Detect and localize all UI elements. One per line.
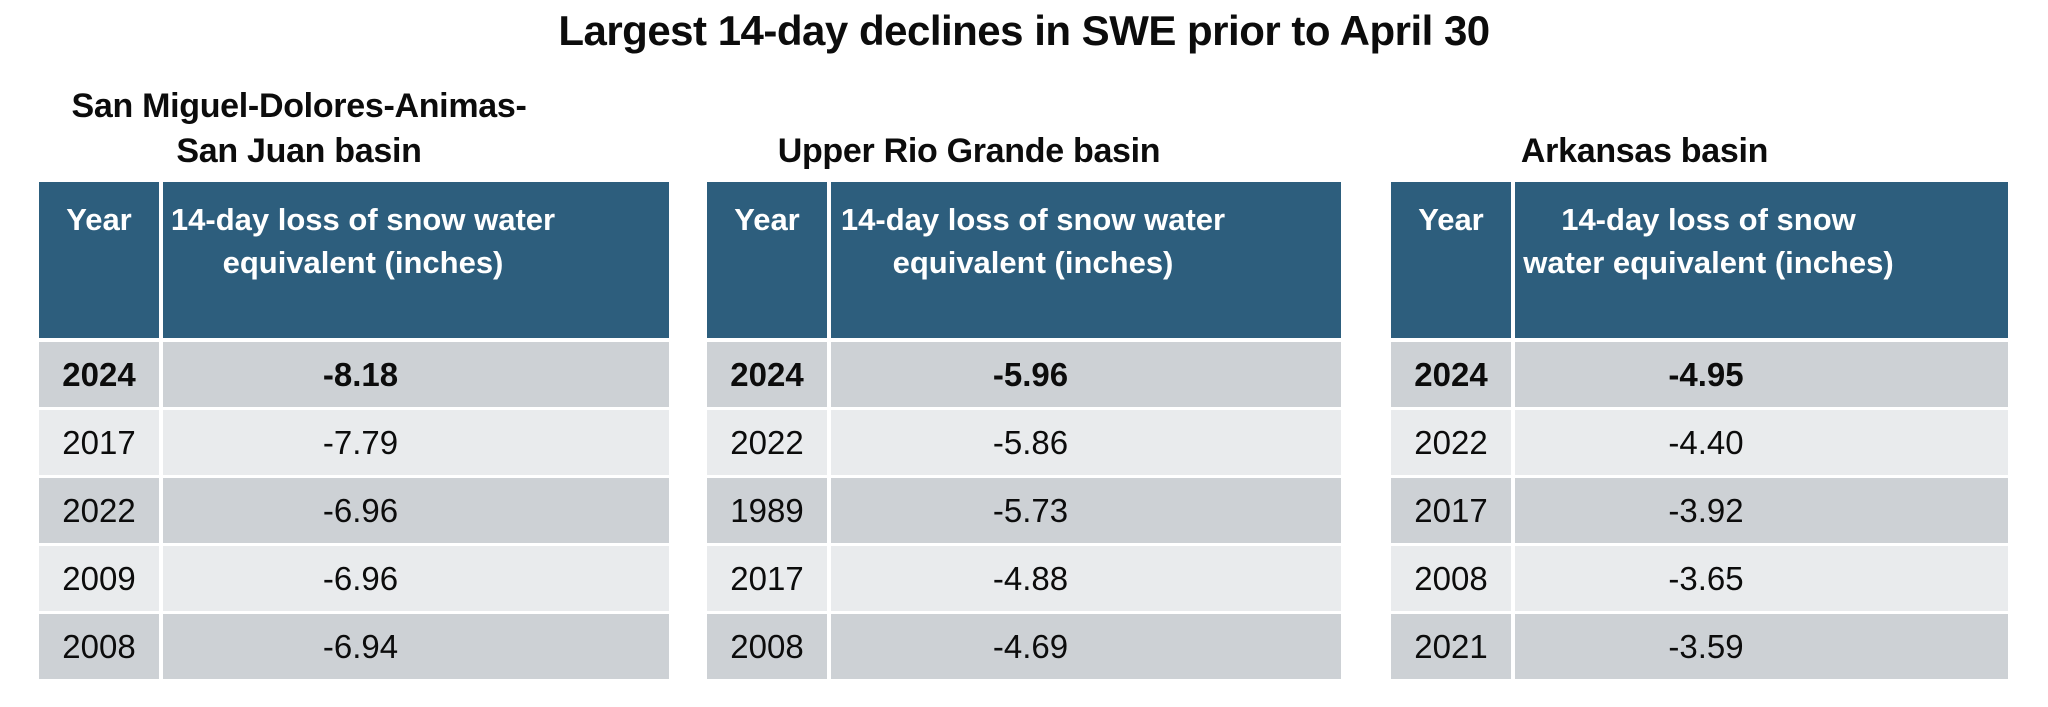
year-cell: 2024 — [1391, 340, 1515, 410]
table-row: 2017 -3.92 — [1391, 476, 2008, 546]
year-cell: 2017 — [39, 408, 163, 478]
table-row: 2008 -4.69 — [707, 612, 1341, 679]
page-title: Largest 14-day declines in SWE prior to … — [558, 7, 1490, 54]
value-cell: -6.94 — [161, 612, 669, 679]
year-cell: 2021 — [1391, 612, 1515, 679]
caption-line: Arkansas basin — [1520, 132, 1769, 170]
value-column-header: 14-day loss of snow water equivalent (in… — [829, 182, 1341, 342]
value-cell: -4.88 — [829, 544, 1341, 614]
basin-section-upper-rio-grande: Upper Rio Grande basin Year 14-day loss … — [707, 62, 1341, 679]
header-row: Year 14-day loss of snow water equivalen… — [1391, 182, 2008, 342]
value-cell: -5.86 — [829, 408, 1341, 478]
year-cell: 2017 — [1391, 476, 1515, 546]
year-cell: 2008 — [707, 612, 831, 679]
table-row: 2017 -4.88 — [707, 544, 1341, 614]
value-cell: -4.40 — [1513, 408, 2008, 478]
table-row: 2024 -4.95 — [1391, 340, 2008, 410]
value-cell: -5.96 — [829, 340, 1341, 410]
value-cell: -6.96 — [161, 476, 669, 546]
table-row: 2022 -6.96 — [39, 476, 669, 546]
value-cell: -6.96 — [161, 544, 669, 614]
table-row: 2009 -6.96 — [39, 544, 669, 614]
table-row: 2024 -5.96 — [707, 340, 1341, 410]
table-row: 2017 -7.79 — [39, 408, 669, 478]
caption-line: San Juan basin — [176, 132, 422, 170]
caption-line: Upper Rio Grande basin — [777, 132, 1161, 170]
data-table: Year 14-day loss of snow water equivalen… — [707, 182, 1341, 679]
value-cell: -7.79 — [161, 408, 669, 478]
year-cell: 2022 — [39, 476, 163, 546]
year-cell: 2008 — [39, 612, 163, 679]
value-cell: -3.65 — [1513, 544, 2008, 614]
year-cell: 2017 — [707, 544, 831, 614]
basin-caption: Upper Rio Grande basin — [707, 62, 1341, 182]
data-table: Year 14-day loss of snow water equivalen… — [1391, 182, 2008, 679]
table-row: 2024 -8.18 — [39, 340, 669, 410]
value-column-header: 14-day loss of snow water equivalent (in… — [161, 182, 669, 342]
basin-caption: Arkansas basin — [1391, 62, 2008, 182]
basin-section-arkansas: Arkansas basin Year 14-day loss of snow … — [1391, 62, 2008, 679]
year-cell: 2024 — [707, 340, 831, 410]
basin-section-san-miguel: San Miguel-Dolores-Animas- San Juan basi… — [39, 62, 669, 679]
year-column-header: Year — [39, 182, 163, 342]
value-cell: -8.18 — [161, 340, 669, 410]
value-cell: -4.95 — [1513, 340, 2008, 410]
table-row: 2022 -5.86 — [707, 408, 1341, 478]
header-row: Year 14-day loss of snow water equivalen… — [39, 182, 669, 342]
basin-tables-row: San Miguel-Dolores-Animas- San Juan basi… — [39, 62, 2008, 679]
table-row: 2008 -3.65 — [1391, 544, 2008, 614]
value-cell: -3.59 — [1513, 612, 2008, 679]
year-cell: 2008 — [1391, 544, 1515, 614]
table-row: 2021 -3.59 — [1391, 612, 2008, 679]
year-cell: 2009 — [39, 544, 163, 614]
year-cell: 1989 — [707, 476, 831, 546]
data-table: Year 14-day loss of snow water equivalen… — [39, 182, 669, 679]
value-cell: -3.92 — [1513, 476, 2008, 546]
basin-caption: San Miguel-Dolores-Animas- San Juan basi… — [39, 62, 669, 182]
table-row: 2022 -4.40 — [1391, 408, 2008, 478]
value-cell: -4.69 — [829, 612, 1341, 679]
year-cell: 2022 — [707, 408, 831, 478]
year-cell: 2024 — [39, 340, 163, 410]
value-cell: -5.73 — [829, 476, 1341, 546]
table-row: 2008 -6.94 — [39, 612, 669, 679]
table-row: 1989 -5.73 — [707, 476, 1341, 546]
value-column-header: 14-day loss of snow water equivalent (in… — [1513, 182, 2008, 342]
header-row: Year 14-day loss of snow water equivalen… — [707, 182, 1341, 342]
year-column-header: Year — [1391, 182, 1515, 342]
year-cell: 2022 — [1391, 408, 1515, 478]
caption-line: San Miguel-Dolores-Animas- — [71, 87, 527, 125]
year-column-header: Year — [707, 182, 831, 342]
